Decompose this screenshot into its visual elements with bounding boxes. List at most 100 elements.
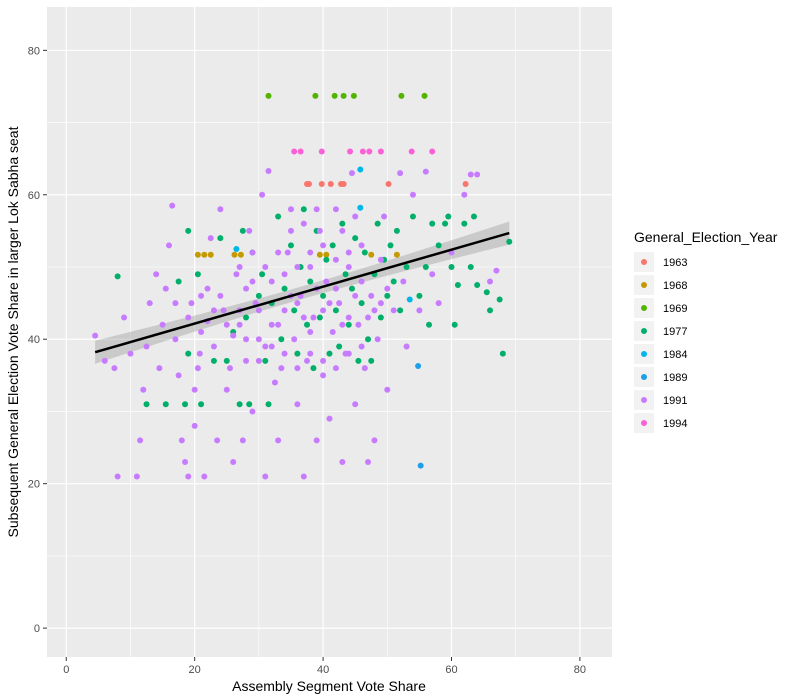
data-point-1977 [281,285,288,292]
data-point-1991 [169,202,176,209]
data-point-1991 [358,278,365,285]
data-points [92,92,513,480]
data-point-1991 [137,437,144,444]
data-point-1977 [390,278,397,285]
data-point-1991 [300,473,307,480]
legend-label-1989: 1989 [663,372,687,384]
data-point-1977 [323,256,330,263]
x-tick-label: 20 [189,664,201,676]
data-point-1994 [377,148,384,155]
data-point-1991 [287,206,294,213]
data-point-1977 [422,264,429,270]
data-point-1991 [159,321,166,328]
data-point-1991 [165,242,172,249]
data-point-1977 [262,357,269,364]
data-point-1989 [417,462,424,469]
data-point-1991 [377,300,384,307]
data-point-1977 [345,321,352,328]
data-point-1991 [332,285,339,292]
data-point-1991 [172,300,179,307]
data-point-1991 [281,271,288,278]
data-point-1991 [487,278,494,285]
x-tick-label: 60 [445,664,457,676]
data-point-1977 [182,401,189,408]
data-point-1977 [496,296,503,303]
data-point-1991 [416,307,423,314]
data-point-1977 [304,321,311,328]
data-point-1991 [127,350,134,357]
trend-line [94,231,510,354]
data-point-1977 [236,401,243,408]
data-point-1977 [316,314,323,321]
data-point-1977 [426,321,433,328]
data-point-1977 [442,220,449,227]
data-point-1968 [316,251,323,258]
data-point-1977 [448,264,455,270]
data-point-1991 [230,332,237,339]
data-point-1977 [320,292,327,299]
data-point-1991 [198,329,205,335]
data-point-1977 [265,401,272,408]
data-point-1977 [278,336,285,343]
data-point-1991 [188,300,195,307]
data-point-1977 [259,271,266,278]
data-point-1977 [287,242,294,249]
x-tick-label: 0 [63,664,69,676]
data-point-1977 [499,350,506,357]
data-point-1977 [275,213,282,220]
legend-key-1969 [641,305,647,311]
data-point-1977 [352,235,359,242]
data-point-1968 [393,251,400,258]
data-point-1977 [210,357,217,364]
data-point-1977 [483,289,490,296]
data-point-1977 [451,321,458,328]
legend-label-1968: 1968 [663,280,687,292]
data-point-1991 [461,191,468,198]
data-point-1977 [429,220,436,227]
data-point-1991 [316,227,323,234]
data-point-1991 [262,264,269,270]
data-point-1989 [415,362,422,369]
data-point-1991 [249,249,256,256]
data-point-1977 [365,336,372,343]
x-tick-label: 80 [574,664,586,676]
data-point-1968 [237,251,244,258]
legend-title: General_Election_Year [634,229,778,245]
data-point-1977 [377,314,384,321]
data-point-1969 [350,92,357,99]
data-point-1963 [318,180,325,187]
data-point-1977 [143,401,150,408]
data-point-1991 [336,300,343,307]
data-point-1977 [246,401,253,408]
data-point-1991 [284,249,291,256]
data-point-1991 [294,300,301,307]
data-point-1991 [249,278,256,285]
data-point-1977 [300,206,307,213]
data-point-1977 [239,227,246,234]
legend-key-1977 [641,328,647,334]
data-point-1994 [366,148,373,155]
data-point-1991 [265,167,272,174]
y-tick-label: 20 [28,479,40,491]
data-point-1991 [339,321,346,328]
data-point-1984 [357,166,364,173]
panel-background [47,7,612,657]
data-point-1969 [331,92,338,99]
data-point-1977 [185,350,192,357]
legend: General_Election_Year 196319681969197719… [634,229,778,433]
data-point-1977 [461,220,468,227]
data-point-1977 [329,242,336,249]
data-point-1991 [92,332,99,339]
data-point-1991 [191,386,198,393]
legend-key-1989 [641,374,647,380]
data-point-1991 [255,336,262,343]
data-point-1991 [262,343,269,350]
data-point-1977 [355,357,362,364]
data-point-1991 [300,220,307,227]
data-point-1977 [387,242,394,249]
data-point-1991 [429,271,436,278]
data-point-1977 [217,235,224,242]
data-point-1991 [162,285,169,292]
data-point-1991 [210,343,217,350]
data-point-1991 [371,307,378,314]
